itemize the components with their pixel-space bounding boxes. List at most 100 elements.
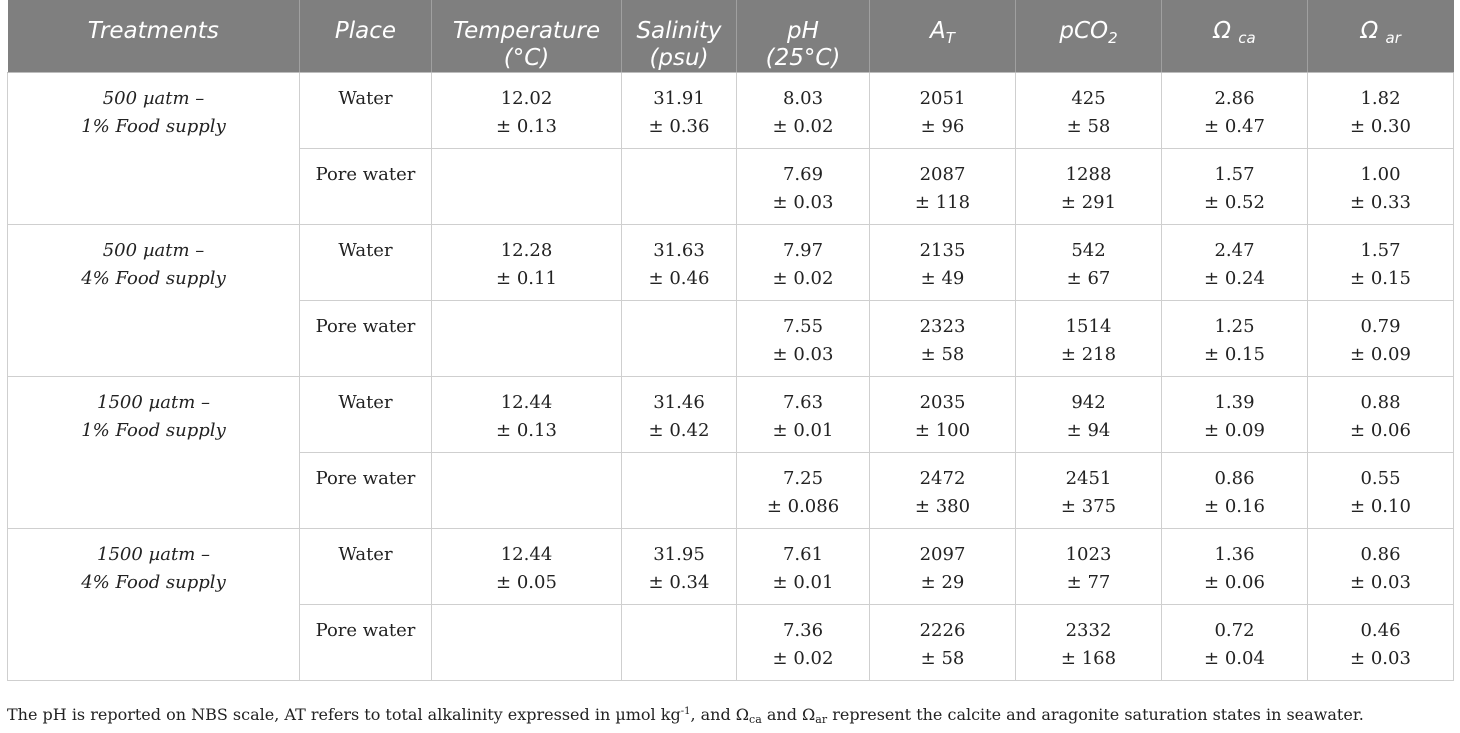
- omega-ar-sd: ± 0.06: [1350, 420, 1411, 441]
- header-omega-ca: Ω ca: [1161, 0, 1308, 73]
- header-treatments: Treatments: [7, 0, 300, 73]
- place-cell: Water: [299, 224, 432, 301]
- salinity-cell: 31.91 ± 0.36: [621, 72, 737, 149]
- header-salinity-line1: Salinity: [636, 18, 722, 44]
- omega-ca-cell: 2.47 ± 0.24: [1161, 224, 1308, 301]
- omega-ar-mean: 0.88: [1360, 392, 1401, 413]
- omega-ca-mean: 0.72: [1214, 620, 1255, 641]
- omega-ar-cell: 0.46 ± 0.03: [1307, 604, 1454, 681]
- footnote-superscript: -1: [680, 706, 691, 717]
- alkalinity-cell: 2087 ± 118: [869, 148, 1016, 225]
- pco2-mean: 2451: [1065, 468, 1112, 489]
- table-row: Pore water 7.25 ± 0.086 2472 ± 380 2451 ± 375 0…: [8, 452, 1454, 529]
- omega-ar-mean: 1.00: [1360, 164, 1401, 185]
- omega-ca-cell: 0.86 ± 0.16: [1161, 452, 1308, 529]
- header-temperature: Temperature (°C): [431, 0, 622, 73]
- omega-ar-cell: 1.82 ± 0.30: [1307, 72, 1454, 149]
- footnote-text-4: represent the calcite and aragonite satu…: [827, 705, 1364, 724]
- pco2-sd: ± 77: [1066, 572, 1111, 593]
- ph-mean: 7.36: [782, 620, 824, 641]
- header-temperature-line1: Temperature: [452, 18, 601, 44]
- header-place: Place: [299, 0, 432, 73]
- pco2-cell: 2451 ± 375: [1015, 452, 1162, 529]
- alkalinity-mean: 2035: [919, 392, 966, 413]
- omega-ca-sd: ± 0.15: [1204, 344, 1265, 365]
- temperature-sd: ± 0.13: [496, 420, 557, 441]
- ph-mean: 7.61: [782, 544, 824, 565]
- footnote-text-2: , and Ω: [690, 705, 750, 724]
- header-omega-ca-main: Ω: [1213, 18, 1239, 44]
- table-row: 1500 µatm – 4% Food supply Water 12.44 ± 0.0…: [7, 528, 1454, 681]
- temperature-sd: ± 0.05: [496, 572, 557, 593]
- place-cell: Water: [299, 72, 432, 149]
- omega-ca-cell: 1.57 ± 0.52: [1161, 148, 1308, 225]
- omega-ar-sd: ± 0.10: [1350, 496, 1411, 517]
- salinity-sd: ± 0.42: [648, 420, 710, 441]
- temperature-mean: 12.44: [500, 392, 553, 413]
- pco2-sd: ± 94: [1066, 420, 1111, 441]
- temperature-sd: ± 0.11: [496, 268, 557, 289]
- salinity-sd: ± 0.36: [648, 116, 710, 137]
- place-label: Pore water: [315, 620, 416, 641]
- ph-cell: 7.25 ± 0.086: [736, 452, 870, 529]
- place-cell: Pore water: [299, 148, 432, 225]
- salinity-sd: ± 0.46: [648, 268, 710, 289]
- place-cell: Water: [299, 528, 432, 605]
- alkalinity-cell: 2051 ± 96: [869, 72, 1016, 149]
- place-label: Water: [338, 392, 393, 413]
- temperature-cell: 12.02 ± 0.13: [431, 72, 622, 149]
- ph-mean: 7.97: [782, 240, 824, 261]
- ph-sd: ± 0.02: [772, 268, 834, 289]
- table-row: 500 µatm – 1% Food supply Water 12.02 ± 0.13…: [7, 72, 1454, 225]
- omega-ca-sd: ± 0.52: [1204, 192, 1265, 213]
- ph-mean: 8.03: [782, 88, 824, 109]
- header-pco2-main: pCO: [1059, 18, 1109, 44]
- omega-ca-cell: 1.25 ± 0.15: [1161, 300, 1308, 377]
- header-omega-ar-sub: ar: [1385, 29, 1401, 47]
- pco2-cell: 942 ± 94: [1015, 376, 1162, 453]
- pco2-cell: 2332 ± 168: [1015, 604, 1162, 681]
- treatment-line1: 500 µatm –: [102, 240, 205, 261]
- ph-cell: 7.55 ± 0.03: [736, 300, 870, 377]
- omega-ca-cell: 1.36 ± 0.06: [1161, 528, 1308, 605]
- ph-sd: ± 0.03: [772, 344, 834, 365]
- footnote-text-1: The pH is reported on NBS scale, AT refe…: [7, 705, 681, 724]
- temperature-sd: ± 0.13: [496, 116, 557, 137]
- omega-ca-mean: 1.25: [1214, 316, 1255, 337]
- pco2-mean: 2332: [1065, 620, 1112, 641]
- temperature-cell: [431, 452, 622, 529]
- omega-ar-sd: ± 0.15: [1350, 268, 1411, 289]
- alkalinity-sd: ± 96: [920, 116, 965, 137]
- omega-ar-mean: 0.86: [1360, 544, 1401, 565]
- alkalinity-cell: 2135 ± 49: [869, 224, 1016, 301]
- treatment-line1: 1500 µatm –: [97, 544, 210, 565]
- place-label: Water: [338, 544, 393, 565]
- omega-ar-mean: 1.57: [1360, 240, 1401, 261]
- header-omega-ca-sub: ca: [1238, 29, 1256, 47]
- omega-ca-mean: 1.36: [1214, 544, 1255, 565]
- alkalinity-mean: 2051: [919, 88, 966, 109]
- omega-ca-mean: 0.86: [1214, 468, 1255, 489]
- ph-mean: 7.69: [782, 164, 824, 185]
- alkalinity-mean: 2097: [919, 544, 966, 565]
- ph-sd: ± 0.01: [772, 420, 834, 441]
- header-row: Treatments Place Temperature (°C) Salinit…: [7, 0, 1454, 73]
- treatment-line2: 1% Food supply: [81, 420, 226, 441]
- place-label: Water: [338, 88, 393, 109]
- pco2-cell: 542 ± 67: [1015, 224, 1162, 301]
- header-alkalinity: AT: [869, 0, 1016, 73]
- omega-ar-cell: 0.86 ± 0.03: [1307, 528, 1454, 605]
- omega-ca-sd: ± 0.47: [1204, 116, 1265, 137]
- ph-mean: 7.63: [782, 392, 824, 413]
- pco2-mean: 942: [1071, 392, 1106, 413]
- table-row: Pore water 7.69 ± 0.03 2087 ± 118 1288 ± 291 1.…: [8, 148, 1454, 225]
- ph-cell: 8.03 ± 0.02: [736, 72, 870, 149]
- omega-ca-cell: 1.39 ± 0.09: [1161, 376, 1308, 453]
- pco2-sd: ± 168: [1060, 648, 1117, 669]
- header-temperature-line2: (°C): [503, 45, 550, 71]
- omega-ar-mean: 0.79: [1360, 316, 1401, 337]
- omega-ca-sd: ± 0.16: [1204, 496, 1265, 517]
- footnote-subscript-ca: ca: [749, 713, 762, 726]
- treatment-cell: 500 µatm – 1% Food supply: [7, 72, 300, 225]
- treatment-line1: 500 µatm –: [102, 88, 205, 109]
